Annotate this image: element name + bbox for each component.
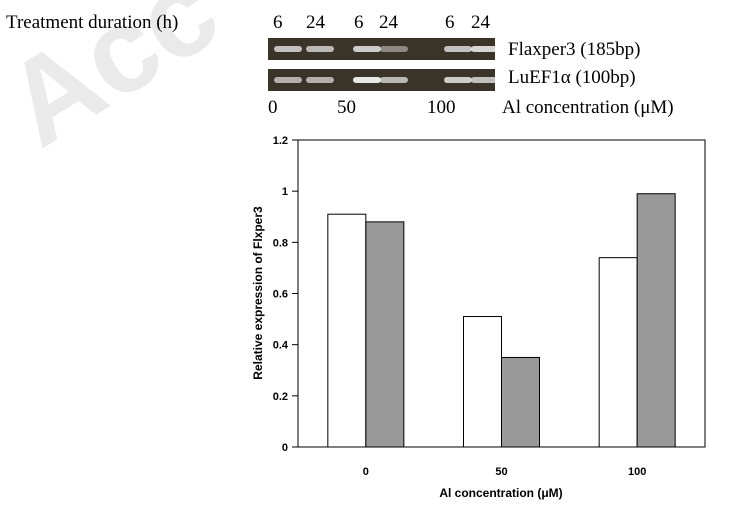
- duration-tick-1: 6: [273, 12, 283, 33]
- y-tick-label: 1.2: [273, 135, 288, 147]
- y-axis-label: Relative expression of Flxper3: [251, 206, 265, 380]
- bars: [327, 193, 676, 448]
- bar-100-series-1: [598, 257, 638, 448]
- y-tick-label: 0.6: [273, 289, 288, 301]
- duration-tick-2: 24: [306, 12, 325, 33]
- x-tick-label: 0: [363, 466, 369, 478]
- conc-tick-0: 0: [268, 97, 278, 118]
- conc-axis-label: Al concentration (μM): [502, 97, 674, 118]
- gel-band-flaxper3: [268, 38, 495, 60]
- y-tick-label: 1: [282, 186, 288, 198]
- y-tick-label: 0.8: [273, 237, 288, 249]
- conc-tick-50: 50: [337, 97, 356, 118]
- gel-band-lane-5: [444, 46, 472, 52]
- x-tick-label: 50: [495, 466, 507, 478]
- gel-band-lane-4: [380, 46, 408, 52]
- bar-0-series-1: [327, 213, 367, 448]
- gel-band-lane-2: [306, 77, 334, 83]
- bar-0-series-2: [365, 221, 405, 448]
- gel-panel: Treatment duration (h) 6 24 6 24 6 24 Fl…: [0, 0, 729, 130]
- y-tick-label: 0.2: [273, 391, 288, 403]
- bar-100-series-2: [636, 193, 676, 448]
- treatment-duration-label: Treatment duration (h): [6, 12, 179, 33]
- y-tick-label: 0.4: [273, 340, 289, 352]
- bar-50-series-2: [501, 356, 540, 448]
- gel-band-lane-6: [471, 46, 495, 52]
- x-axis: 0 50 100: [363, 466, 647, 478]
- gel-band-lane-4: [380, 77, 408, 83]
- band-label-luef1a: LuEF1α (100bp): [508, 67, 636, 88]
- gel-band-lane-5: [444, 77, 472, 83]
- gel-band-lane-1: [274, 46, 302, 52]
- gel-band-lane-3: [353, 46, 381, 52]
- duration-tick-6: 24: [471, 12, 490, 33]
- y-tick-label: 0: [282, 442, 288, 454]
- gel-band-luef1a: [268, 69, 495, 91]
- x-axis-label: Al concentration (μM): [439, 486, 562, 500]
- duration-tick-3: 6: [354, 12, 364, 33]
- gel-band-lane-1: [274, 77, 302, 83]
- gel-band-lane-2: [306, 46, 334, 52]
- band-label-flaxper3: Flaxper3 (185bp): [508, 39, 641, 60]
- duration-tick-5: 6: [445, 12, 455, 33]
- bar-50-series-1: [463, 316, 502, 448]
- duration-tick-4: 24: [379, 12, 398, 33]
- conc-tick-100: 100: [427, 97, 456, 118]
- x-tick-label: 100: [628, 466, 646, 478]
- gel-background: [268, 38, 495, 60]
- gel-band-lane-3: [353, 77, 381, 83]
- y-axis: 0 0.2 0.4 0.6 0.8 1 1.2: [273, 135, 298, 454]
- gel-band-lane-6: [471, 77, 495, 83]
